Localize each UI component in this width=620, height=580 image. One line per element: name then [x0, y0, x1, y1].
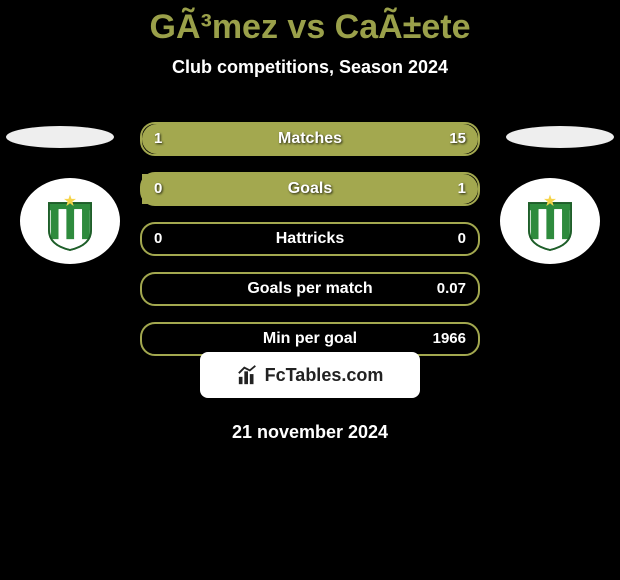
- stat-value-left: 1: [154, 124, 162, 154]
- stat-row: Goals per match0.07: [140, 272, 480, 306]
- stat-value-right: 0.07: [437, 274, 466, 304]
- stat-row: Goals0 1: [140, 172, 480, 206]
- stat-label: Matches: [142, 124, 478, 154]
- bar-chart-icon: [237, 364, 259, 386]
- stat-row: Matches1 15: [140, 122, 480, 156]
- date: 21 november 2024: [0, 422, 620, 443]
- stat-value-right: 0: [458, 224, 466, 254]
- stat-value-left: 0: [154, 174, 162, 204]
- stat-value-right: 15: [449, 124, 466, 154]
- stat-row: Hattricks0 0: [140, 222, 480, 256]
- stat-label: Goals per match: [142, 274, 478, 304]
- right-player-ellipse: [506, 126, 614, 148]
- page-subtitle: Club competitions, Season 2024: [0, 57, 620, 78]
- stat-value-left: 0: [154, 224, 162, 254]
- stat-value-right: 1966: [433, 324, 466, 354]
- stat-label: Hattricks: [142, 224, 478, 254]
- root-container: GÃ³mez vs CaÃ±ete Club competitions, Sea…: [0, 0, 620, 580]
- logo-text: FcTables.com: [265, 365, 384, 386]
- right-club-crest: [500, 178, 600, 264]
- stat-row: Min per goal1966: [140, 322, 480, 356]
- comparison-stats: Matches115Goals01Hattricks00Goals per ma…: [140, 122, 480, 372]
- stat-label: Goals: [142, 174, 478, 204]
- stat-label: Min per goal: [142, 324, 478, 354]
- left-player-ellipse: [6, 126, 114, 148]
- left-club-crest: [20, 178, 120, 264]
- logo-box: FcTables.com: [200, 352, 420, 398]
- page-title: GÃ³mez vs CaÃ±ete: [0, 0, 620, 47]
- logo: FcTables.com: [237, 364, 384, 386]
- stat-value-right: 1: [458, 174, 466, 204]
